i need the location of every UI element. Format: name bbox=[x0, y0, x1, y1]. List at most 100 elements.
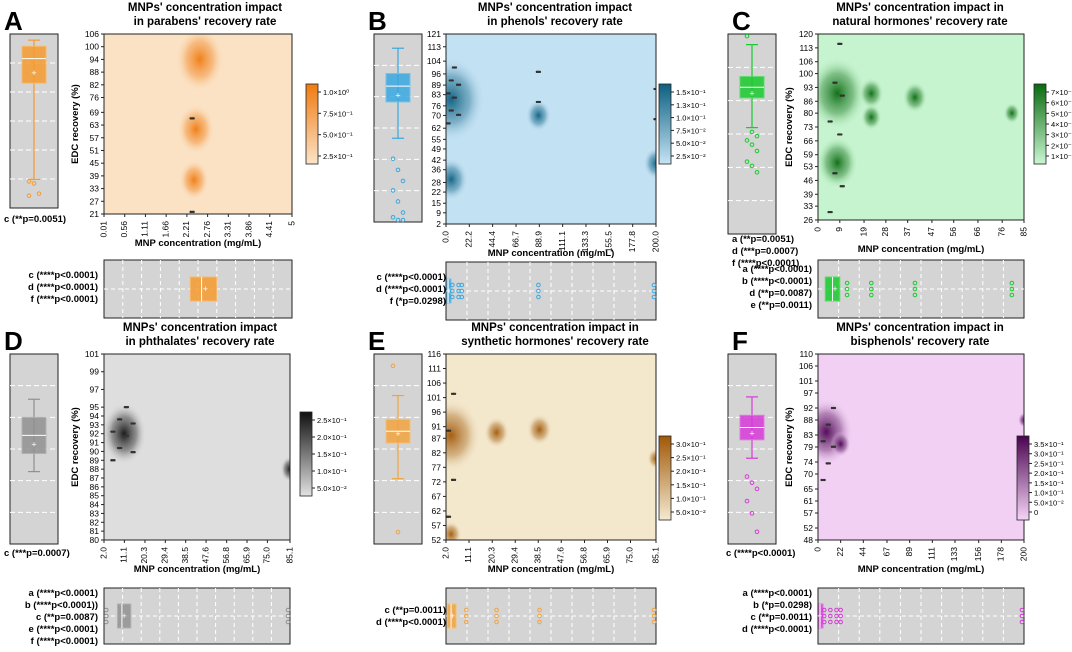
hbox-outlier bbox=[838, 607, 843, 613]
bottom-annotation: d (****p<0.0001) bbox=[742, 624, 812, 635]
data-point bbox=[453, 66, 456, 69]
y-tick-label: 96 bbox=[432, 407, 442, 417]
y-tick-label: 116 bbox=[427, 349, 441, 359]
y-tick-label: 26 bbox=[804, 215, 814, 225]
y-axis-label: EDC recovery (%) bbox=[784, 407, 795, 487]
left-annotation: a (**p=0.0051) bbox=[732, 234, 794, 245]
heat-blob bbox=[483, 416, 510, 449]
x-tick-label: 20.3 bbox=[486, 547, 496, 564]
bottom-annotation: e (****p<0.0001) bbox=[29, 624, 98, 635]
x-tick-label: 0.01 bbox=[98, 221, 108, 238]
colorbar-label: 3.0×10⁻¹ bbox=[1034, 450, 1064, 459]
heat-blob bbox=[446, 521, 462, 540]
scatter-points bbox=[446, 66, 658, 125]
box-outlier bbox=[390, 188, 396, 193]
x-tick-label: 75.0 bbox=[625, 547, 635, 564]
x-tick-label: 4.41 bbox=[264, 221, 274, 238]
bottom-annotation: b (*p=0.0298) bbox=[753, 600, 812, 611]
box-outlier bbox=[754, 169, 760, 175]
data-point bbox=[841, 185, 844, 188]
y-tick-label: 76 bbox=[432, 101, 442, 111]
hbox-outlier bbox=[838, 619, 843, 625]
box-outlier bbox=[395, 199, 401, 204]
y-tick-label: 97 bbox=[90, 384, 100, 394]
y-tick-label: 86 bbox=[90, 482, 100, 492]
heat-blob bbox=[1017, 412, 1024, 428]
y-tick-label: 106 bbox=[85, 29, 99, 39]
bottom-annotation: a (****p<0.0001) bbox=[743, 264, 812, 275]
hbox-outlier bbox=[1009, 280, 1015, 286]
y-tick-label: 61 bbox=[804, 496, 814, 506]
y-tick-label: 101 bbox=[799, 376, 813, 386]
panel-letter: E bbox=[368, 326, 385, 356]
x-tick-label: 111.1 bbox=[557, 231, 567, 251]
colorbar-label: 1.0×10⁻¹ bbox=[1034, 489, 1064, 498]
y-tick-label: 45 bbox=[90, 158, 100, 168]
y-tick-label: 104 bbox=[427, 56, 441, 66]
y-tick-label: 88 bbox=[90, 464, 100, 474]
data-point bbox=[656, 88, 658, 90]
left-annotation: c (**p=0.0051) bbox=[4, 214, 66, 225]
y-tick-label: 106 bbox=[427, 378, 441, 388]
scatter-points bbox=[446, 392, 457, 518]
hbox-outlier bbox=[537, 613, 542, 619]
x-tick-label: 111 bbox=[927, 547, 937, 560]
x-axis-label: MNP concentration (mg/mL) bbox=[488, 564, 615, 575]
panel-letter: D bbox=[4, 326, 23, 356]
x-tick-label: 133 bbox=[949, 547, 959, 561]
data-point bbox=[447, 429, 450, 432]
y-tick-label: 77 bbox=[432, 462, 442, 472]
box-outlier bbox=[400, 210, 406, 215]
y-tick-label: 87 bbox=[90, 473, 100, 483]
bottom-annotation: d (****p<0.0001) bbox=[28, 282, 98, 293]
colorbar bbox=[658, 83, 672, 165]
colorbar-label: 4×10⁻¹ bbox=[1051, 120, 1072, 129]
bottom-annotation: d (****p<0.0001) bbox=[376, 617, 446, 628]
chart-title: MNPs' concentration impact in bbox=[836, 2, 1004, 14]
colorbar bbox=[305, 83, 319, 165]
hbox-outlier bbox=[651, 619, 657, 625]
x-axis-label: MNP concentration (mg/mL) bbox=[134, 564, 261, 575]
y-tick-label: 72 bbox=[432, 477, 442, 487]
hbox-outlier bbox=[651, 288, 657, 294]
panel-A: A MNPs' concentration impact in parabens' … bbox=[4, 2, 353, 319]
box-outlier bbox=[749, 480, 755, 486]
x-tick-label: 47.6 bbox=[200, 547, 210, 564]
hbox-outlier bbox=[463, 613, 469, 619]
bottom-annotation: c (**p=0.0011) bbox=[384, 605, 446, 616]
y-tick-label: 110 bbox=[799, 349, 813, 359]
x-tick-label: 29.4 bbox=[509, 547, 519, 564]
hbox-outlier bbox=[834, 619, 839, 625]
hbox-outlier bbox=[821, 613, 827, 619]
bottom-annotation: c (****p<0.0001) bbox=[29, 270, 98, 281]
y-tick-label: 67 bbox=[432, 491, 442, 501]
x-tick-label: 65.9 bbox=[241, 547, 251, 564]
x-tick-label: 47 bbox=[926, 227, 936, 237]
y-tick-label: 21 bbox=[90, 209, 100, 219]
y-tick-label: 86 bbox=[804, 96, 814, 106]
hbox-outlier bbox=[536, 288, 541, 294]
box-mean: + bbox=[749, 89, 754, 99]
chart-title: MNPs' concentration impact in bbox=[471, 322, 639, 334]
y-tick-label: 87 bbox=[432, 433, 442, 443]
x-tick-label: 22 bbox=[835, 547, 845, 557]
box-mean: + bbox=[395, 91, 400, 101]
box-outlier bbox=[395, 529, 401, 535]
colorbar-label: 1.0×10⁻¹ bbox=[676, 114, 706, 123]
x-tick-label: 0 bbox=[812, 227, 822, 232]
heat-blob bbox=[861, 104, 882, 131]
hbox-mean: + bbox=[122, 611, 127, 621]
y-tick-label: 33 bbox=[90, 184, 100, 194]
x-axis-label: MNP concentration (mg/mL) bbox=[858, 244, 985, 255]
y-tick-label: 83 bbox=[432, 90, 442, 100]
heatmap-frame bbox=[445, 33, 657, 225]
hbox-outlier bbox=[651, 294, 657, 300]
chart-title: MNPs' concentration impact bbox=[123, 322, 277, 334]
heat-blob bbox=[1003, 102, 1021, 124]
left-annotation: f (****p<0.0001) bbox=[732, 258, 799, 269]
y-tick-label: 97 bbox=[804, 388, 814, 398]
colorbar-label: 6×10⁻¹ bbox=[1051, 99, 1072, 108]
y-tick-label: 91 bbox=[432, 422, 442, 432]
heat-blob bbox=[446, 158, 469, 201]
y-tick-label: 113 bbox=[799, 43, 813, 53]
